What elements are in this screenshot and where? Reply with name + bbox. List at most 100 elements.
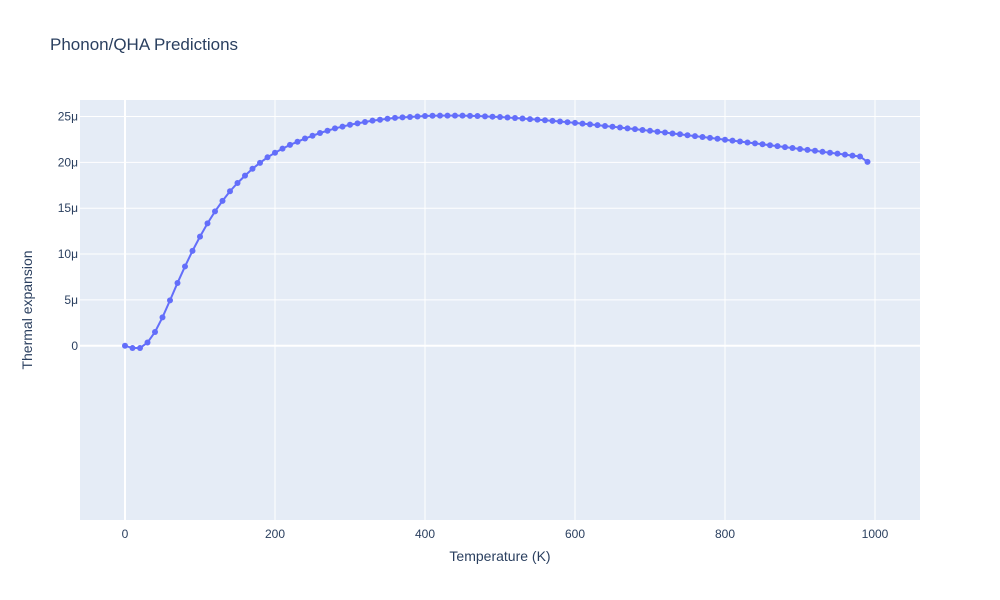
data-point[interactable] [527, 116, 533, 123]
data-point[interactable] [744, 139, 751, 146]
data-point[interactable] [444, 112, 451, 119]
data-point[interactable] [489, 113, 496, 120]
data-point[interactable] [414, 113, 421, 120]
data-point[interactable] [159, 314, 166, 321]
data-point[interactable] [684, 132, 691, 139]
data-point[interactable] [834, 150, 841, 157]
data-point[interactable] [182, 263, 188, 270]
data-point[interactable] [429, 112, 436, 119]
data-point[interactable] [519, 115, 526, 122]
data-point[interactable] [137, 345, 143, 352]
data-point[interactable] [699, 133, 706, 140]
data-point[interactable] [309, 132, 316, 139]
data-point[interactable] [849, 152, 856, 159]
data-point[interactable] [152, 329, 158, 336]
data-point[interactable] [752, 140, 758, 147]
data-point[interactable] [242, 172, 248, 179]
data-point[interactable] [257, 159, 263, 166]
data-point[interactable] [857, 153, 863, 160]
data-point[interactable] [602, 122, 608, 129]
data-point[interactable] [219, 197, 226, 204]
data-point[interactable] [399, 114, 406, 121]
data-point[interactable] [722, 136, 728, 143]
data-point[interactable] [294, 138, 301, 145]
data-point[interactable] [227, 188, 233, 195]
data-point[interactable] [782, 144, 788, 151]
data-point[interactable] [317, 130, 323, 137]
data-point[interactable] [122, 342, 128, 349]
data-point[interactable] [579, 120, 586, 127]
data-point[interactable] [129, 345, 136, 352]
data-point[interactable] [339, 123, 346, 130]
data-point[interactable] [422, 113, 428, 120]
data-point[interactable] [647, 127, 653, 134]
data-point[interactable] [384, 115, 391, 122]
data-point[interactable] [662, 129, 668, 136]
data-point[interactable] [144, 339, 151, 346]
data-point[interactable] [467, 112, 473, 119]
data-point[interactable] [842, 151, 848, 158]
data-point[interactable] [677, 131, 683, 138]
data-point[interactable] [759, 141, 766, 148]
data-point[interactable] [174, 279, 181, 286]
data-point[interactable] [864, 158, 871, 165]
data-point[interactable] [197, 233, 203, 240]
data-point[interactable] [767, 142, 773, 149]
data-point[interactable] [632, 126, 638, 133]
data-point[interactable] [587, 121, 593, 128]
data-point[interactable] [549, 117, 556, 124]
data-point[interactable] [609, 123, 616, 130]
data-point[interactable] [654, 128, 661, 135]
data-point[interactable] [354, 120, 361, 127]
data-point[interactable] [729, 137, 736, 144]
data-point[interactable] [362, 119, 368, 126]
data-point[interactable] [377, 116, 383, 123]
data-point[interactable] [497, 114, 503, 121]
data-point[interactable] [459, 112, 466, 119]
data-point[interactable] [624, 125, 631, 132]
data-point[interactable] [264, 154, 271, 161]
data-point[interactable] [279, 145, 286, 152]
data-point[interactable] [437, 112, 443, 119]
data-point[interactable] [804, 146, 811, 153]
data-point[interactable] [369, 117, 376, 124]
data-point[interactable] [407, 113, 413, 120]
data-point[interactable] [542, 117, 548, 124]
data-point[interactable] [504, 114, 511, 121]
data-point[interactable] [594, 122, 601, 129]
data-point[interactable] [669, 130, 676, 137]
data-point[interactable] [692, 133, 698, 140]
data-point[interactable] [167, 297, 173, 304]
data-point[interactable] [474, 113, 481, 120]
data-point[interactable] [249, 165, 256, 172]
data-point[interactable] [512, 114, 518, 121]
data-point[interactable] [482, 113, 488, 120]
data-point[interactable] [534, 116, 541, 123]
data-point[interactable] [324, 127, 331, 134]
data-point[interactable] [189, 247, 196, 254]
data-point[interactable] [572, 119, 578, 126]
data-point[interactable] [212, 208, 218, 215]
data-point[interactable] [332, 125, 338, 132]
data-point[interactable] [812, 147, 818, 154]
data-point[interactable] [204, 220, 211, 227]
data-point[interactable] [392, 114, 398, 121]
data-point[interactable] [347, 121, 353, 128]
data-point[interactable] [797, 145, 803, 152]
data-point[interactable] [452, 112, 458, 119]
data-point[interactable] [564, 119, 571, 126]
data-point[interactable] [737, 138, 743, 145]
data-point[interactable] [774, 143, 781, 150]
data-point[interactable] [707, 134, 713, 141]
data-point[interactable] [714, 135, 721, 142]
data-point[interactable] [639, 126, 646, 133]
data-point[interactable] [557, 118, 563, 125]
data-point[interactable] [827, 149, 833, 156]
data-point[interactable] [789, 145, 796, 152]
data-point[interactable] [272, 149, 278, 156]
data-point[interactable] [287, 141, 293, 148]
data-point[interactable] [819, 148, 826, 155]
data-point[interactable] [617, 124, 623, 131]
data-point[interactable] [234, 179, 241, 186]
data-point[interactable] [302, 135, 308, 142]
